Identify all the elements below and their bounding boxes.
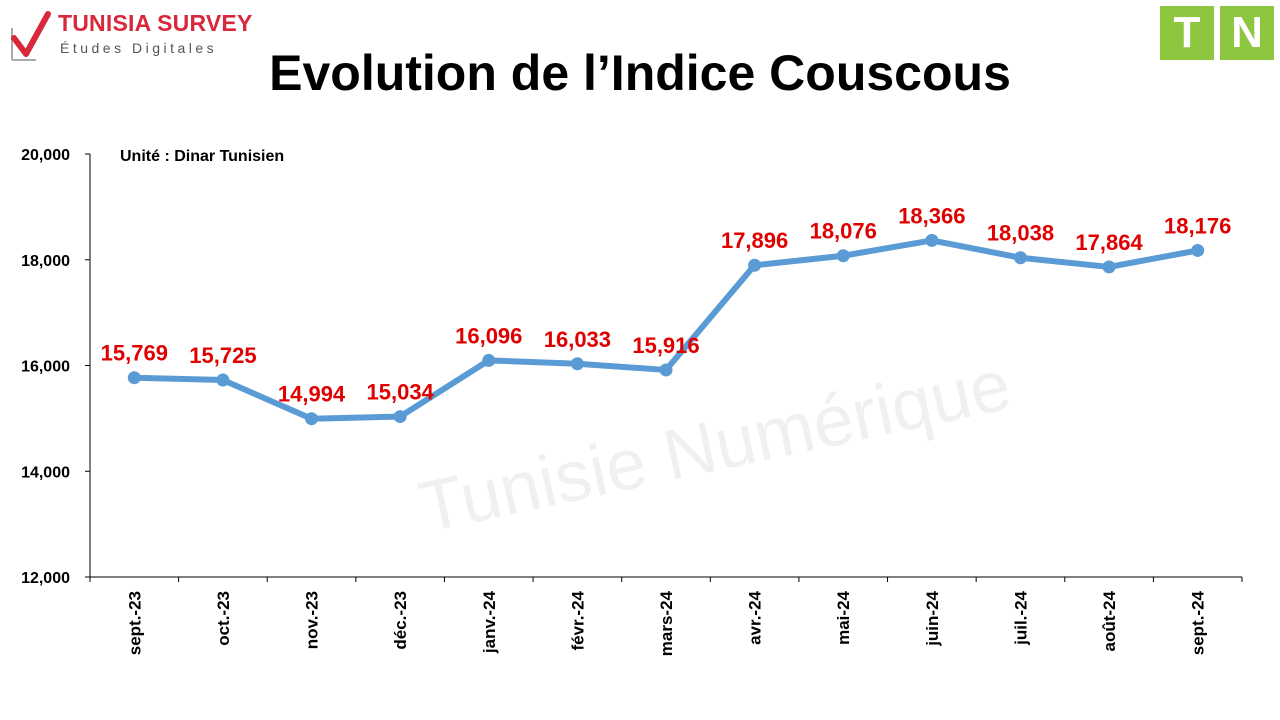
- y-tick-label: 12,000: [21, 570, 70, 587]
- data-label: 15,916: [632, 333, 699, 358]
- x-tick-label: mai-24: [834, 590, 853, 644]
- data-point: [925, 233, 939, 247]
- data-label: 15,034: [367, 380, 435, 405]
- x-tick-label: juil.-24: [1011, 590, 1030, 645]
- y-tick-label: 16,000: [21, 359, 70, 376]
- data-label: 15,725: [189, 343, 256, 368]
- x-tick-label: sept.-23: [125, 591, 144, 655]
- data-point: [1102, 260, 1116, 274]
- y-tick-label: 14,000: [21, 464, 70, 481]
- data-point: [570, 357, 584, 371]
- tn-logo: T N: [1160, 6, 1274, 60]
- x-tick-label: nov.-23: [303, 591, 322, 649]
- data-point: [216, 373, 230, 387]
- watermark: Tunisie Numérique: [412, 345, 1017, 548]
- data-label: 17,864: [1075, 230, 1143, 255]
- data-point: [1013, 251, 1027, 265]
- y-tick-label: 18,000: [21, 253, 70, 270]
- x-tick-label: févr.-24: [568, 590, 587, 650]
- data-label: 16,033: [544, 327, 611, 352]
- data-point: [836, 249, 850, 263]
- data-point: [305, 412, 319, 426]
- checkmark-logo-icon: [11, 11, 51, 61]
- data-point: [748, 258, 762, 272]
- data-label: 18,366: [898, 203, 965, 228]
- unit-note: Unité : Dinar Tunisien: [120, 148, 284, 165]
- data-point: [393, 410, 407, 424]
- data-label: 18,176: [1164, 213, 1231, 238]
- tunisia-survey-logo: [6, 8, 276, 66]
- x-tick-label: juin-24: [923, 590, 942, 646]
- x-tick-label: oct.-23: [214, 591, 233, 646]
- data-label: 18,038: [987, 221, 1054, 246]
- x-tick-label: déc.-23: [391, 591, 410, 650]
- brand-name: TUNISIA SURVEY: [58, 10, 253, 36]
- data-label: 18,076: [810, 219, 877, 244]
- tn-logo-letter-t: T: [1160, 6, 1214, 60]
- x-tick-label: avr.-24: [746, 590, 765, 644]
- data-label: 16,096: [455, 323, 522, 348]
- x-tick-label: mars-24: [657, 590, 676, 656]
- data-point: [482, 353, 496, 367]
- x-tick-label: août-24: [1100, 590, 1119, 651]
- data-point: [659, 363, 673, 377]
- data-label: 15,769: [101, 341, 168, 366]
- y-tick-label: 20,000: [21, 147, 70, 164]
- data-point: [127, 371, 141, 385]
- data-point: [1191, 243, 1205, 257]
- brand-subtitle: Études Digitales: [60, 40, 218, 56]
- data-label: 14,994: [278, 382, 346, 407]
- data-label: 17,896: [721, 228, 788, 253]
- x-tick-label: janv.-24: [480, 590, 499, 654]
- page-title: Evolution de l’Indice Couscous: [269, 45, 1011, 101]
- x-tick-label: sept.-24: [1189, 590, 1208, 655]
- tn-logo-letter-n: N: [1220, 6, 1274, 60]
